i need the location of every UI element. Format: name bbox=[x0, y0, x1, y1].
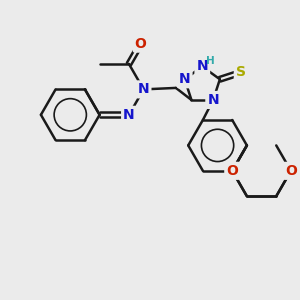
Text: N: N bbox=[207, 93, 219, 107]
Text: N: N bbox=[196, 59, 208, 74]
Text: N: N bbox=[138, 82, 149, 96]
Text: N: N bbox=[179, 72, 190, 86]
Text: O: O bbox=[285, 164, 297, 178]
Text: N: N bbox=[123, 108, 135, 122]
Text: O: O bbox=[135, 37, 147, 51]
Text: O: O bbox=[226, 164, 238, 178]
Text: S: S bbox=[236, 65, 246, 80]
Text: H: H bbox=[206, 56, 215, 66]
